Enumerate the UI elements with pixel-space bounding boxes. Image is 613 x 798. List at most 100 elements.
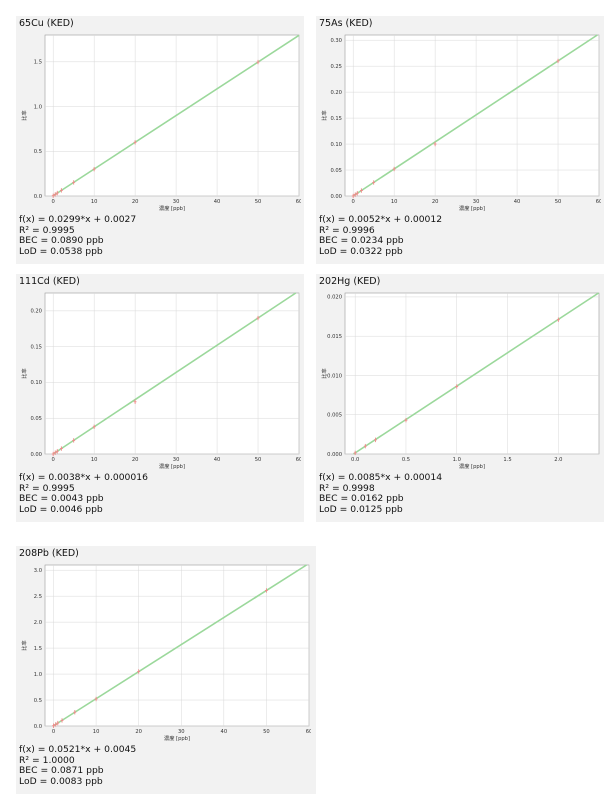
calibration-panel-cd: 111Cd (KED) 0.00 0.05 0.10 0.15 0.20 0 10 20 30 4… [16, 274, 304, 522]
x-tick-label: 0 [52, 199, 55, 205]
calibration-panel-as: 75As (KED) 0.00 0.05 0.10 0.15 0.20 0.25 0.30 0… [316, 16, 604, 264]
x-tick-label: 20 [135, 729, 142, 735]
lod-value: LoD = 0.0125 ppb [319, 503, 403, 515]
x-tick-label: 1.0 [453, 457, 461, 463]
x-tick-label: 0 [52, 729, 55, 735]
y-tick-label: 0.020 [327, 295, 342, 301]
lod-value: LoD = 0.0322 ppb [319, 245, 403, 257]
fit-info: f(x) = 0.0521*x + 0.0045 R² = 1.0000 BEC… [19, 744, 137, 787]
y-tick-label: 0.15 [30, 344, 42, 350]
plot-area [44, 34, 300, 197]
y-tick-label: 0.25 [330, 64, 342, 70]
calibration-panel-pb: 208Pb (KED) 0.0 0.5 1.0 1.5 2.0 2.5 3.0 0 10 20 30… [16, 546, 316, 794]
calibration-chart: 0.00 0.05 0.10 0.15 0.20 0.25 0.30 0 10 20 30 40 50 6… [320, 34, 601, 212]
lod-value: LoD = 0.0046 ppb [19, 503, 103, 515]
calibration-chart: 0.00 0.05 0.10 0.15 0.20 0 10 20 30 40 50 60 濃度 [ppb… [20, 292, 301, 470]
y-tick-label: 1.0 [34, 104, 42, 110]
x-axis-label: 濃度 [ppb] [459, 204, 485, 212]
y-tick-label: 2.0 [34, 620, 42, 626]
x-tick-label: 50 [255, 457, 262, 463]
x-tick-label: 20 [432, 199, 439, 205]
y-tick-label: 0.010 [327, 373, 342, 379]
calibration-chart: 0.0 0.5 1.0 1.5 2.0 2.5 3.0 0 10 20 30 40 50 60 濃度 [pp… [20, 564, 311, 742]
x-tick-label: 60 [296, 457, 301, 463]
y-tick-label: 0.5 [34, 698, 42, 704]
y-tick-label: 0.15 [330, 116, 342, 122]
chart-title: 75As (KED) [319, 18, 373, 29]
y-tick-label: 0.00 [330, 194, 342, 200]
x-tick-label: 50 [263, 729, 270, 735]
y-axis-label: 比率 [320, 110, 328, 120]
x-tick-label: 40 [514, 199, 521, 205]
fit-equation: f(x) = 0.0085*x + 0.00014 [319, 472, 443, 483]
fit-equation: f(x) = 0.0521*x + 0.0045 [19, 744, 137, 755]
x-tick-label: 40 [214, 199, 221, 205]
x-tick-label: 2.0 [554, 457, 562, 463]
y-tick-label: 1.0 [34, 672, 42, 678]
fit-info: f(x) = 0.0085*x + 0.00014 R² = 0.9998 BE… [319, 472, 443, 515]
x-axis-label: 濃度 [ppb] [159, 204, 185, 212]
plot-area [44, 292, 300, 455]
x-tick-label: 0.0 [351, 457, 359, 463]
x-tick-label: 10 [91, 457, 98, 463]
calibration-chart: 0.000 0.005 0.010 0.015 0.020 0.0 0.5 1.0 1.5 2.0… [320, 292, 600, 470]
chart-title: 208Pb (KED) [19, 548, 79, 559]
x-tick-label: 40 [221, 729, 228, 735]
lod-value: LoD = 0.0538 ppb [19, 245, 103, 257]
bec-value: BEC = 0.0043 ppb [19, 493, 104, 505]
x-tick-label: 10 [391, 199, 398, 205]
y-tick-label: 1.5 [34, 646, 42, 652]
y-tick-label: 0.000 [327, 452, 342, 458]
chart-title: 111Cd (KED) [19, 276, 80, 287]
x-tick-label: 20 [132, 457, 139, 463]
fit-equation: f(x) = 0.0038*x + 0.000016 [19, 472, 148, 483]
chart-title: 65Cu (KED) [19, 18, 74, 29]
y-axis-label: 比率 [320, 368, 328, 378]
y-tick-label: 0.0 [34, 194, 42, 200]
y-tick-label: 1.5 [34, 60, 42, 66]
y-tick-label: 0.0 [34, 724, 42, 730]
y-axis-label: 比率 [20, 110, 28, 120]
x-tick-label: 60 [296, 199, 301, 205]
r-squared: R² = 0.9995 [19, 224, 75, 236]
y-axis-label: 比率 [20, 640, 28, 650]
y-tick-label: 0.30 [330, 38, 342, 44]
x-tick-label: 0 [352, 199, 355, 205]
y-tick-label: 0.05 [330, 168, 342, 174]
lod-value: LoD = 0.0083 ppb [19, 775, 103, 787]
x-axis-label: 濃度 [ppb] [459, 462, 485, 470]
r-squared: R² = 0.9998 [319, 482, 375, 494]
fit-info: f(x) = 0.0299*x + 0.0027 R² = 0.9995 BEC… [19, 214, 137, 257]
x-axis-label: 濃度 [ppb] [159, 462, 185, 470]
y-tick-label: 0.015 [327, 334, 342, 340]
x-tick-label: 10 [93, 729, 100, 735]
x-axis-label: 濃度 [ppb] [164, 734, 190, 742]
calibration-panel-cu: 65Cu (KED) 0.0 0.5 1.0 1.5 0 10 20 30 40 50 60 濃度 [… [16, 16, 304, 264]
y-tick-label: 3.0 [34, 568, 42, 574]
fit-equation: f(x) = 0.0052*x + 0.00012 [319, 214, 443, 225]
x-tick-label: 0.5 [402, 457, 410, 463]
x-tick-label: 30 [178, 729, 185, 735]
x-tick-label: 30 [473, 199, 480, 205]
x-tick-label: 30 [173, 199, 180, 205]
fit-info: f(x) = 0.0038*x + 0.000016 R² = 0.9995 B… [19, 472, 148, 515]
y-tick-label: 0.10 [330, 142, 342, 148]
r-squared: R² = 0.9995 [19, 482, 75, 494]
x-tick-label: 30 [173, 457, 180, 463]
bec-value: BEC = 0.0234 ppb [319, 235, 404, 247]
y-tick-label: 0.10 [30, 380, 42, 386]
y-tick-label: 0.20 [30, 309, 42, 315]
y-tick-label: 0.00 [30, 452, 42, 458]
chart-title: 202Hg (KED) [319, 276, 381, 287]
x-tick-label: 60 [306, 729, 311, 735]
y-tick-label: 2.5 [34, 594, 42, 600]
calibration-panel-hg: 202Hg (KED) 0.000 0.005 0.010 0.015 0.020 0.0… [316, 274, 604, 522]
x-tick-label: 10 [91, 199, 98, 205]
r-squared: R² = 0.9996 [319, 224, 375, 236]
fit-equation: f(x) = 0.0299*x + 0.0027 [19, 214, 137, 225]
x-tick-label: 50 [255, 199, 262, 205]
bec-value: BEC = 0.0871 ppb [19, 765, 104, 777]
fit-info: f(x) = 0.0052*x + 0.00012 R² = 0.9996 BE… [319, 214, 443, 257]
x-tick-label: 1.5 [503, 457, 511, 463]
bec-value: BEC = 0.0162 ppb [319, 493, 404, 505]
